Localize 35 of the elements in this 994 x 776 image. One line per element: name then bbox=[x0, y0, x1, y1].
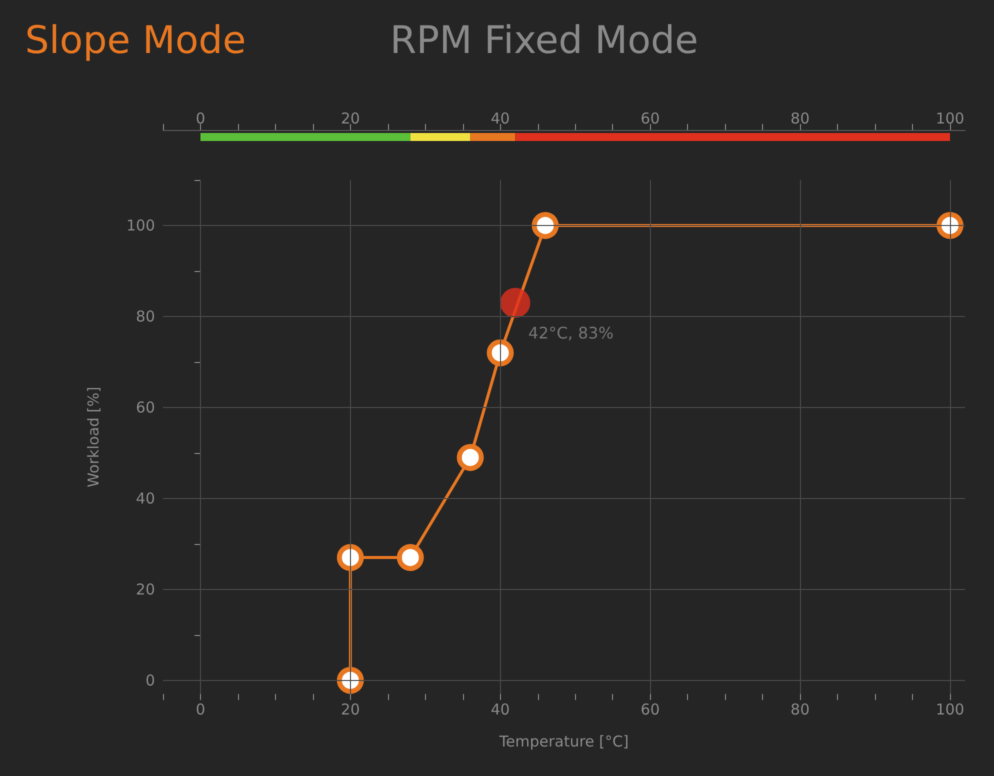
y-tick-label: 100 bbox=[126, 216, 155, 234]
y-tick-label: 20 bbox=[136, 580, 155, 598]
chart-title: Slope Mode bbox=[25, 18, 246, 62]
x-tick-label: 60 bbox=[640, 110, 660, 128]
point bbox=[486, 339, 514, 366]
x-axis-title: Temperature [°C] bbox=[498, 732, 629, 750]
point bbox=[500, 288, 530, 318]
x-tick-label: 0 bbox=[196, 700, 206, 718]
x-tick-label: 80 bbox=[790, 700, 810, 718]
annotation: 42°C, 83% bbox=[528, 323, 614, 342]
x-tick-label: 20 bbox=[340, 110, 360, 128]
x-tick-label: 20 bbox=[340, 700, 360, 718]
x-tick-label: 60 bbox=[640, 700, 660, 718]
point bbox=[336, 666, 364, 694]
bar bbox=[515, 133, 950, 141]
x-tick-label: 40 bbox=[490, 700, 510, 718]
x-tick-label: 100 bbox=[936, 110, 964, 128]
x-tick-label: 40 bbox=[490, 110, 510, 128]
bar bbox=[200, 133, 410, 141]
x-tick-label: 80 bbox=[790, 110, 810, 128]
point bbox=[396, 544, 424, 572]
point bbox=[936, 212, 964, 239]
y-tick-label: 60 bbox=[136, 398, 155, 416]
y-tick-label: 40 bbox=[136, 489, 155, 508]
point bbox=[456, 444, 484, 471]
point bbox=[336, 544, 364, 572]
x-tick-label: 100 bbox=[936, 700, 964, 718]
bar bbox=[410, 133, 470, 141]
bar bbox=[470, 133, 516, 141]
x-tick-label: 0 bbox=[196, 110, 206, 128]
y-axis-title: Workload [%] bbox=[84, 386, 102, 488]
point bbox=[532, 212, 559, 239]
y-tick-label: 0 bbox=[145, 671, 155, 690]
y-tick-label: 80 bbox=[136, 307, 155, 326]
chart-subtitle: RPM Fixed Mode bbox=[390, 18, 698, 62]
